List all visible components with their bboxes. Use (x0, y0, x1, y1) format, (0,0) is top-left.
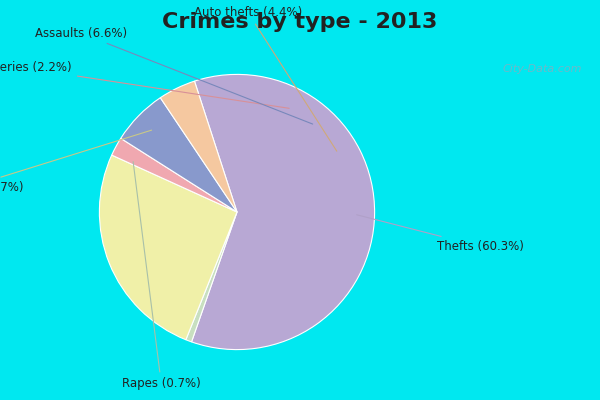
Wedge shape (100, 155, 237, 340)
Text: Crimes by type - 2013: Crimes by type - 2013 (163, 12, 437, 32)
Wedge shape (191, 74, 374, 350)
Text: Auto thefts (4.4%): Auto thefts (4.4%) (194, 6, 337, 151)
Text: Burglaries (25.7%): Burglaries (25.7%) (0, 130, 152, 194)
Text: Robberies (2.2%): Robberies (2.2%) (0, 61, 289, 108)
Wedge shape (186, 212, 237, 342)
Text: Rapes (0.7%): Rapes (0.7%) (122, 162, 200, 390)
Wedge shape (112, 138, 237, 212)
Wedge shape (160, 81, 237, 212)
Text: City-Data.com: City-Data.com (503, 64, 582, 74)
Text: Assaults (6.6%): Assaults (6.6%) (35, 27, 313, 124)
Wedge shape (121, 98, 237, 212)
Text: Thefts (60.3%): Thefts (60.3%) (356, 215, 523, 253)
